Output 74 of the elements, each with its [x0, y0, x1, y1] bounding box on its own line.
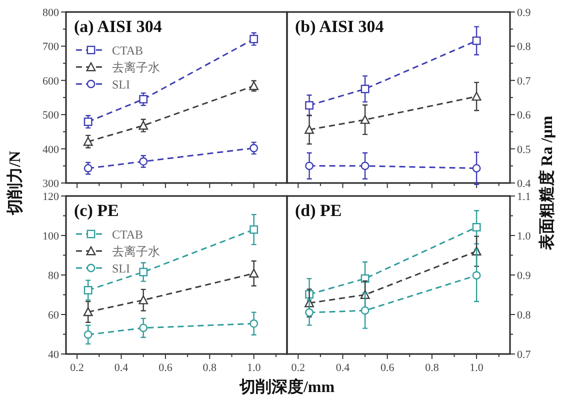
y2-tick-label: 0.9 — [517, 7, 532, 19]
point — [304, 124, 314, 134]
point — [138, 120, 148, 130]
point — [250, 225, 258, 234]
x-tick-label: 0.8 — [425, 362, 440, 374]
x-tick-label: 0.4 — [336, 362, 350, 374]
point — [360, 306, 370, 315]
y-tick-label: 300 — [42, 178, 60, 190]
legend-label: 去离子水 — [112, 244, 160, 258]
point — [139, 95, 148, 104]
point — [138, 295, 148, 304]
legend-label: CTAB — [112, 44, 144, 58]
y2-tick-label: 0.8 — [517, 310, 532, 322]
x-tick-label: 0.4 — [114, 362, 129, 374]
point — [84, 330, 92, 339]
y-tick-label: 800 — [42, 7, 60, 19]
point — [249, 268, 259, 278]
legend-label: SLI — [112, 78, 130, 92]
y-axis-title: 切削力/N — [6, 150, 24, 216]
point — [139, 268, 148, 276]
y2-tick-label: 0.7 — [517, 349, 532, 361]
point — [360, 162, 370, 170]
x-tick-label: 0.6 — [158, 362, 173, 374]
y-tick-label: 500 — [42, 110, 60, 122]
x-tick-label: 0.6 — [380, 362, 395, 374]
y2-tick-label: 0.4 — [517, 178, 532, 190]
point — [83, 136, 93, 146]
x-tick-label: 0.2 — [291, 362, 306, 374]
chart-title: (b) AISI 304 — [295, 17, 384, 36]
point — [360, 115, 370, 124]
legend-label: CTAB — [112, 228, 144, 242]
point — [305, 101, 314, 110]
y-tick-label: 80 — [48, 270, 60, 282]
point — [472, 92, 482, 101]
point — [360, 84, 370, 94]
y2-tick-label: 0.9 — [517, 270, 532, 282]
point — [84, 118, 92, 126]
point — [305, 162, 314, 170]
y-tick-label: 60 — [48, 310, 60, 322]
point — [472, 223, 481, 232]
x-tick-label: 1.0 — [246, 362, 262, 374]
chart-title: (a) AISI 304 — [74, 17, 162, 36]
y2-tick-label: 0.8 — [517, 41, 532, 54]
y2-tick-label: 1.0 — [517, 230, 532, 242]
point — [472, 271, 481, 280]
x-axis-title: 切削深度/mm — [238, 377, 336, 396]
y-tick-label: 400 — [42, 144, 60, 156]
legend-label: SLI — [112, 262, 130, 276]
point — [305, 308, 314, 317]
x-tick-label: 0.8 — [202, 362, 218, 374]
legend-label: 去离子水 — [112, 60, 160, 74]
y-tick-label: 40 — [48, 349, 60, 361]
y-tick-label: 120 — [42, 191, 60, 203]
chart-title: (c) PE — [74, 201, 119, 220]
point — [250, 319, 258, 328]
x-tick-label: 0.2 — [70, 362, 84, 374]
y2-axis-title: 表面粗糙度 Ra /μm — [537, 115, 556, 252]
point — [139, 324, 148, 332]
point — [472, 36, 481, 45]
y2-tick-label: 1.1 — [517, 191, 531, 203]
point — [250, 144, 258, 152]
point — [84, 164, 92, 172]
y-tick-label: 100 — [42, 230, 60, 242]
point — [250, 34, 258, 44]
y-tick-label: 700 — [42, 41, 60, 54]
x-tick-label: 1.0 — [470, 362, 484, 374]
y2-tick-label: 0.6 — [517, 110, 532, 122]
point — [472, 164, 481, 172]
y2-tick-label: 0.5 — [517, 144, 532, 156]
point — [84, 286, 92, 294]
chart-title: (d) PE — [295, 201, 342, 220]
y-tick-label: 600 — [42, 75, 60, 88]
point — [83, 307, 93, 316]
y2-tick-label: 0.7 — [517, 75, 532, 88]
